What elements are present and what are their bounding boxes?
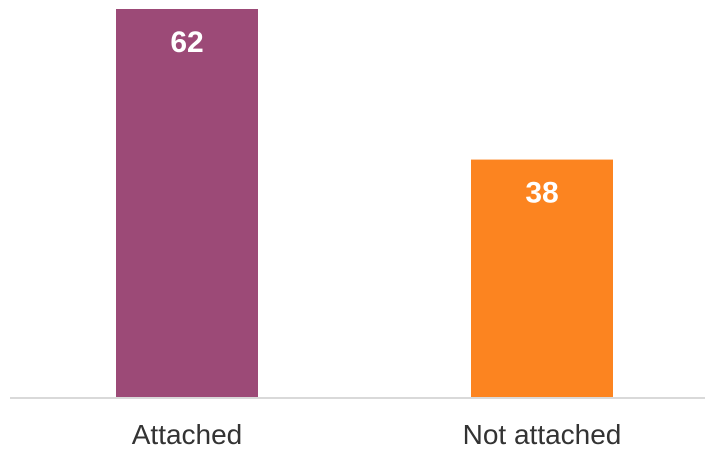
bar-0 xyxy=(116,9,258,398)
data-label-0: 62 xyxy=(170,26,203,59)
labels-group: 62 Attached 38 Not attached xyxy=(132,26,622,450)
x-tick-label-0: Attached xyxy=(132,419,243,450)
data-label-1: 38 xyxy=(525,177,558,210)
bars-group xyxy=(116,9,613,398)
x-tick-label-1: Not attached xyxy=(463,419,622,450)
bar-1 xyxy=(471,159,613,398)
